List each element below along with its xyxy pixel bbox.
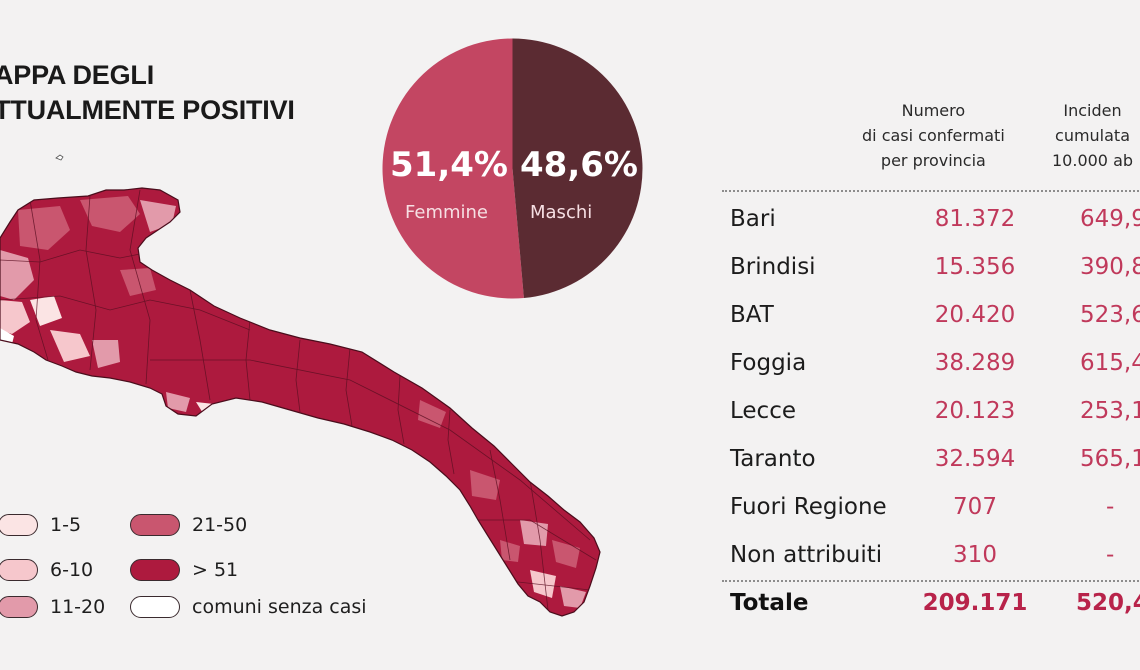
legend-swatch (0, 559, 38, 581)
total-label: Totale (730, 590, 809, 616)
legend-item-no-cases: comuni senza casi (130, 596, 367, 618)
province-incidence: 523,6 (1080, 302, 1140, 328)
female-label: Femmine (405, 202, 488, 223)
cases-column-header: Numero di casi confermati per provincia (862, 98, 1005, 173)
header-line: per provincia (880, 151, 986, 170)
incidence-column-header: Inciden cumulata 10.000 ab (1052, 98, 1133, 173)
female-percentage: 51,4% (390, 145, 508, 185)
province-incidence: - (1106, 494, 1115, 520)
province-cases: 20.420 (934, 302, 1016, 328)
total-cases: 209.171 (922, 590, 1028, 616)
province-name: Taranto (730, 446, 816, 472)
header-line: Numero (901, 101, 966, 120)
legend-label: comuni senza casi (192, 596, 367, 618)
province-cases: 15.356 (934, 254, 1016, 280)
puglia-map (0, 154, 601, 617)
province-cases: 32.594 (934, 446, 1016, 472)
total-incidence: 520,4 (1076, 590, 1140, 616)
legend-swatch (130, 514, 180, 536)
legend-item-over-51: > 51 (130, 559, 238, 581)
province-incidence: 390,8 (1080, 254, 1140, 280)
legend-label: 11-20 (50, 596, 106, 618)
map-title: APPA DEGLI TTUALMENTE POSITIVI (0, 58, 295, 128)
legend-label: > 51 (192, 559, 239, 581)
province-cases: 707 (953, 494, 997, 520)
province-incidence: 565,1 (1080, 446, 1140, 472)
legend-item-1-5: 1-5 (0, 514, 81, 536)
province-incidence: 649,9 (1080, 206, 1140, 232)
province-name: BAT (730, 302, 774, 328)
province-name: Lecce (730, 398, 797, 424)
legend-label: 1-5 (50, 514, 82, 536)
header-line: Inciden (1063, 101, 1122, 120)
header-line: di casi confermati (862, 126, 1005, 145)
legend-swatch (130, 559, 180, 581)
table-header-divider (722, 190, 1140, 192)
male-percentage: 48,6% (520, 145, 638, 185)
province-incidence: 615,4 (1080, 350, 1140, 376)
gender-pie-chart (382, 38, 643, 299)
province-name: Fuori Regione (730, 494, 887, 520)
map-title-line-1: APPA DEGLI (0, 60, 155, 90)
province-cases: 38.289 (934, 350, 1016, 376)
province-incidence: 253,1 (1080, 398, 1140, 424)
legend-item-21-50: 21-50 (130, 514, 247, 536)
legend-swatch (0, 596, 38, 618)
table-total-divider (722, 580, 1140, 582)
province-incidence: - (1106, 542, 1115, 568)
map-title-line-2: TTUALMENTE POSITIVI (0, 95, 295, 125)
legend-label: 6-10 (50, 559, 94, 581)
province-cases: 81.372 (934, 206, 1016, 232)
province-name: Non attribuiti (730, 542, 883, 568)
province-name: Brindisi (730, 254, 816, 280)
header-line: 10.000 ab (1052, 151, 1134, 170)
male-label: Maschi (530, 202, 593, 223)
header-line: cumulata (1055, 126, 1131, 145)
legend-item-6-10: 6-10 (0, 559, 93, 581)
pie-slice-male (512, 38, 643, 298)
legend-swatch (0, 514, 38, 536)
province-cases: 310 (953, 542, 997, 568)
pie-slice-female (382, 38, 524, 299)
legend-label: 21-50 (192, 514, 248, 536)
province-cases: 20.123 (934, 398, 1016, 424)
province-name: Foggia (730, 350, 807, 376)
province-name: Bari (730, 206, 776, 232)
legend-item-11-20: 11-20 (0, 596, 105, 618)
legend-swatch (130, 596, 180, 618)
